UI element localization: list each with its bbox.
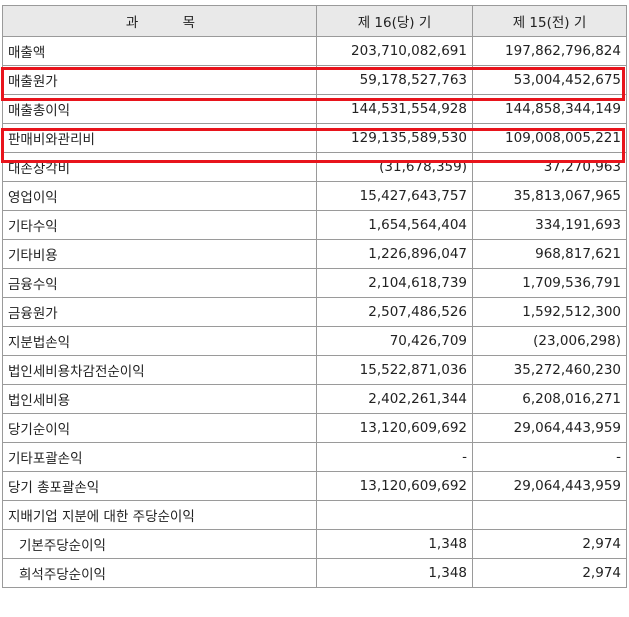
row-current-value: 129,135,589,530	[316, 123, 473, 153]
table-row: 기타비용 1,226,896,047 968,817,621	[2, 239, 627, 269]
row-label: 대손상각비	[2, 152, 317, 182]
row-previous-value: 29,064,443,959	[472, 471, 627, 501]
row-current-value: (31,678,359)	[316, 152, 473, 182]
table-row: 법인세비용 2,402,261,344 6,208,016,271	[2, 384, 627, 414]
table-row: 매출원가 59,178,527,763 53,004,452,675	[2, 65, 627, 95]
table-row: 지분법손익 70,426,709 (23,006,298)	[2, 326, 627, 356]
row-current-value: 203,710,082,691	[316, 36, 473, 66]
row-previous-value: 109,008,005,221	[472, 123, 627, 153]
row-label: 매출총이익	[2, 94, 317, 124]
row-current-value: 13,120,609,692	[316, 413, 473, 443]
header-period-previous: 제 15(전) 기	[472, 5, 627, 37]
row-label: 지배기업 지분에 대한 주당순이익	[2, 500, 317, 530]
table-row: 당기순이익 13,120,609,692 29,064,443,959	[2, 413, 627, 443]
row-current-value: 144,531,554,928	[316, 94, 473, 124]
table-row: 영업이익 15,427,643,757 35,813,067,965	[2, 181, 627, 211]
row-current-value: 1,654,564,404	[316, 210, 473, 240]
row-label: 법인세비용	[2, 384, 317, 414]
row-label: 금융원가	[2, 297, 317, 327]
table-row: 법인세비용차감전순이익 15,522,871,036 35,272,460,23…	[2, 355, 627, 385]
row-label: 당기 총포괄손익	[2, 471, 317, 501]
row-previous-value: 334,191,693	[472, 210, 627, 240]
row-previous-value: 144,858,344,149	[472, 94, 627, 124]
row-label: 영업이익	[2, 181, 317, 211]
row-label: 당기순이익	[2, 413, 317, 443]
row-label: 매출원가	[2, 65, 317, 95]
table-row: 기타포괄손익 - -	[2, 442, 627, 472]
row-previous-value: 1,709,536,791	[472, 268, 627, 298]
header-period-current: 제 16(당) 기	[316, 5, 473, 37]
row-previous-value: 2,974	[472, 529, 627, 559]
row-current-value: 2,402,261,344	[316, 384, 473, 414]
row-label: 금융수익	[2, 268, 317, 298]
table-row: 판매비와관리비 129,135,589,530 109,008,005,221	[2, 123, 627, 153]
row-label: 판매비와관리비	[2, 123, 317, 153]
row-previous-value: 197,862,796,824	[472, 36, 627, 66]
table-row: 당기 총포괄손익 13,120,609,692 29,064,443,959	[2, 471, 627, 501]
row-previous-value: 53,004,452,675	[472, 65, 627, 95]
row-current-value: 2,507,486,526	[316, 297, 473, 327]
table-row: 대손상각비 (31,678,359) 37,270,963	[2, 152, 627, 182]
header-row: 과 목 제 16(당) 기 제 15(전) 기	[2, 5, 627, 37]
table-row: 매출총이익 144,531,554,928 144,858,344,149	[2, 94, 627, 124]
row-previous-value	[472, 500, 627, 530]
row-previous-value: 35,813,067,965	[472, 181, 627, 211]
row-label: 지분법손익	[2, 326, 317, 356]
row-previous-value: 2,974	[472, 558, 627, 588]
row-previous-value: 29,064,443,959	[472, 413, 627, 443]
row-label: 기타수익	[2, 210, 317, 240]
row-label: 기타포괄손익	[2, 442, 317, 472]
row-previous-value: 1,592,512,300	[472, 297, 627, 327]
table-row: 기본주당순이익 1,348 2,974	[2, 529, 627, 559]
row-current-value: 1,348	[316, 558, 473, 588]
row-current-value: 70,426,709	[316, 326, 473, 356]
row-previous-value: (23,006,298)	[472, 326, 627, 356]
row-previous-value: 35,272,460,230	[472, 355, 627, 385]
row-current-value: 2,104,618,739	[316, 268, 473, 298]
row-current-value: 1,348	[316, 529, 473, 559]
table-row: 매출액 203,710,082,691 197,862,796,824	[2, 36, 627, 66]
row-previous-value: -	[472, 442, 627, 472]
row-previous-value: 968,817,621	[472, 239, 627, 269]
header-subject: 과 목	[2, 5, 317, 37]
row-current-value: 59,178,527,763	[316, 65, 473, 95]
income-statement-table: 과 목 제 16(당) 기 제 15(전) 기 매출액 203,710,082,…	[2, 5, 627, 588]
table-row: 금융수익 2,104,618,739 1,709,536,791	[2, 268, 627, 298]
row-label: 기타비용	[2, 239, 317, 269]
row-current-value	[316, 500, 473, 530]
row-previous-value: 6,208,016,271	[472, 384, 627, 414]
row-label: 매출액	[2, 36, 317, 66]
row-label: 법인세비용차감전순이익	[2, 355, 317, 385]
table-row: 희석주당순이익 1,348 2,974	[2, 558, 627, 588]
table-row: 금융원가 2,507,486,526 1,592,512,300	[2, 297, 627, 327]
row-current-value: -	[316, 442, 473, 472]
table-row: 지배기업 지분에 대한 주당순이익	[2, 500, 627, 530]
row-previous-value: 37,270,963	[472, 152, 627, 182]
row-current-value: 1,226,896,047	[316, 239, 473, 269]
row-label: 기본주당순이익	[2, 529, 317, 559]
table-row: 기타수익 1,654,564,404 334,191,693	[2, 210, 627, 240]
row-label: 희석주당순이익	[2, 558, 317, 588]
row-current-value: 15,427,643,757	[316, 181, 473, 211]
row-current-value: 13,120,609,692	[316, 471, 473, 501]
row-current-value: 15,522,871,036	[316, 355, 473, 385]
